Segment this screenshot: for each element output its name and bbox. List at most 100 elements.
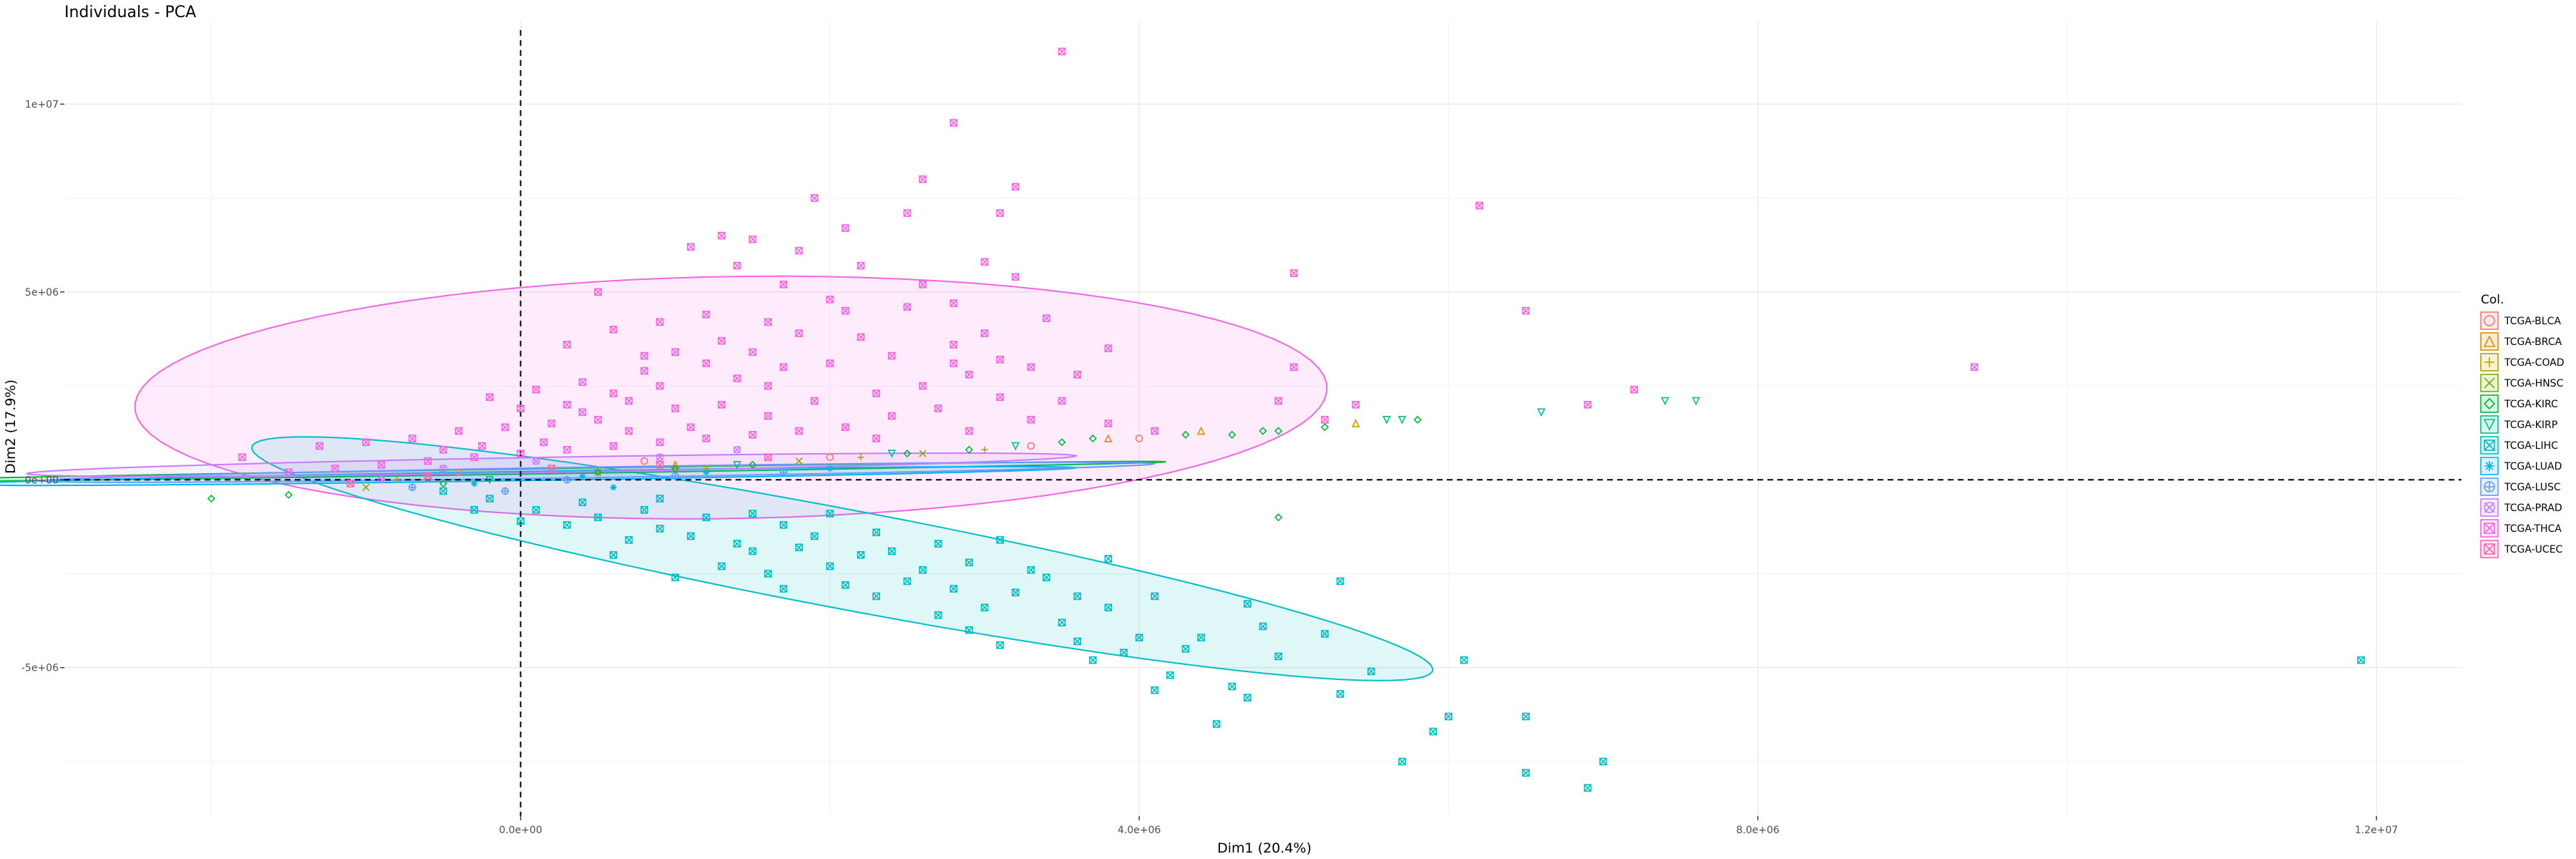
point-tcga-lihc-part: [1584, 784, 1591, 792]
point-tcga-lihc: [934, 540, 942, 548]
point-tcga-thca: [810, 397, 819, 405]
y-tick-label: 5e+06: [25, 287, 59, 299]
point-tcga-lusc-part: [502, 487, 509, 495]
point-tcga-thca: [965, 371, 973, 379]
point-tcga-lihc-part: [1259, 622, 1267, 631]
y-tick-label: 1e+07: [25, 99, 59, 110]
point-tcga-lihc: [748, 510, 757, 518]
point-tcga-thca: [887, 412, 896, 420]
point-tcga-thca: [563, 401, 571, 409]
point-tcga-thca-part: [950, 359, 957, 367]
point-tcga-lihc: [1429, 727, 1438, 736]
point-tcga-lihc-part: [1460, 656, 1468, 664]
point-tcga-lihc: [718, 562, 726, 571]
point-tcga-thca-part: [888, 412, 896, 420]
point-tcga-thca-part: [950, 341, 957, 349]
point-tcga-thca: [594, 288, 602, 296]
point-tcga-lihc-part: [1398, 757, 1406, 765]
point-tcga-thca-part: [841, 307, 849, 315]
point-tcga-kirp: [1692, 397, 1700, 406]
legend-glyph-tcga-kirc: [2483, 397, 2496, 410]
point-tcga-lihc-part: [563, 521, 571, 529]
point-tcga-lihc: [795, 543, 803, 552]
point-tcga-thca: [609, 326, 618, 334]
point-tcga-thca: [779, 281, 788, 288]
point-tcga-thca-part: [1290, 363, 1298, 371]
point-tcga-lihc-part: [1336, 690, 1345, 698]
point-tcga-thca: [702, 311, 711, 319]
legend-glyph-tcga-blca: [2484, 315, 2495, 326]
point-tcga-lihc: [919, 566, 927, 574]
point-tcga-lihc-part: [748, 547, 756, 555]
point-tcga-thca: [841, 224, 849, 232]
point-tcga-lihc-part: [1043, 573, 1050, 581]
point-tcga-thca: [1630, 386, 1639, 394]
legend-glyph-tcga-kirp: [2483, 419, 2496, 431]
point-tcga-lihc-part: [1244, 600, 1252, 608]
point-tcga-lihc: [486, 495, 494, 503]
point-tcga-thca-part: [409, 435, 416, 442]
point-tcga-thca-part: [811, 397, 819, 405]
point-tcga-lihc: [1120, 649, 1128, 657]
point-tcga-lihc: [655, 495, 664, 503]
point-tcga-thca-part: [578, 408, 587, 416]
point-tcga-lihc-part: [872, 528, 880, 536]
point-tcga-thca-part: [702, 311, 711, 319]
legend-glyph-tcga-thca: [2484, 523, 2495, 534]
point-tcga-lihc: [1197, 634, 1205, 642]
point-tcga-thca: [439, 445, 447, 454]
point-tcga-luad: [610, 484, 617, 491]
point-tcga-lihc-part: [1089, 656, 1097, 664]
point-tcga-thca-part: [563, 341, 571, 349]
ellipse-tcga-lihc: [250, 436, 1434, 681]
point-tcga-thca-part: [903, 303, 911, 311]
point-tcga-lihc: [1088, 656, 1097, 664]
legend-title: Col.: [2481, 293, 2504, 307]
point-tcga-thca: [1027, 416, 1035, 424]
point-tcga-thca-part: [362, 438, 370, 446]
point-tcga-thca: [1104, 344, 1113, 352]
reference-lines: [64, 30, 2462, 816]
point-tcga-lihc: [857, 550, 865, 559]
point-tcga-thca-part: [857, 333, 865, 341]
point-tcga-prad-part: [439, 465, 447, 472]
point-tcga-thca-part: [1073, 371, 1081, 379]
point-tcga-thca: [718, 336, 726, 345]
point-tcga-thca: [671, 348, 680, 356]
point-tcga-thca-part: [919, 382, 927, 390]
x-tick-label: 8.0e+06: [1736, 825, 1780, 836]
point-tcga-thca-part: [1058, 47, 1066, 56]
point-tcga-thca-part: [656, 438, 664, 446]
point-tcga-kirc: [1181, 430, 1190, 439]
y-axis-ticks: -5e+06 0e+00 5e+06 1e+07: [21, 99, 64, 674]
point-tcga-thca: [919, 382, 927, 390]
point-tcga-lihc: [996, 641, 1004, 649]
point-tcga-thca-part: [764, 318, 772, 326]
point-tcga-lihc: [470, 505, 479, 514]
point-tcga-thca-part: [996, 356, 1004, 364]
point-tcga-lihc-part: [764, 570, 772, 578]
point-tcga-lihc-part: [733, 540, 741, 548]
point-tcga-kirp: [733, 460, 741, 470]
point-tcga-thca: [609, 442, 618, 450]
point-tcga-lihc-part: [996, 641, 1004, 649]
point-tcga-thca: [841, 423, 849, 432]
point-tcga-thca-part: [610, 389, 618, 397]
point-tcga-thca: [965, 427, 973, 435]
point-tcga-thca: [810, 194, 819, 202]
point-tcga-lihc-part: [1181, 645, 1190, 653]
point-tcga-brca: [1196, 426, 1206, 435]
point-tcga-thca: [563, 445, 571, 454]
point-tcga-thca-part: [1290, 269, 1298, 277]
point-tcga-thca: [1011, 183, 1020, 191]
point-tcga-thca: [408, 435, 416, 442]
point-tcga-thca-part: [1584, 401, 1591, 409]
point-tcga-thca-part: [610, 326, 618, 334]
point-tcga-lihc-part: [903, 577, 911, 586]
point-tcga-lihc: [1522, 769, 1530, 777]
point-tcga-lihc-part: [935, 611, 942, 619]
point-tcga-lihc-part: [1012, 588, 1020, 596]
point-tcga-lihc-part: [888, 547, 896, 555]
point-tcga-thca: [872, 435, 880, 442]
point-tcga-lihc: [578, 498, 587, 507]
